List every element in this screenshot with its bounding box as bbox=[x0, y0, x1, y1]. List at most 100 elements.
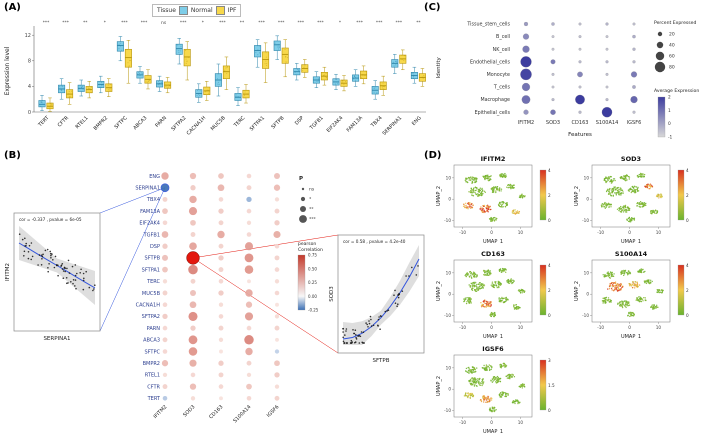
umap-point bbox=[625, 300, 628, 302]
umap-point bbox=[637, 270, 639, 273]
scatter-point bbox=[397, 296, 400, 299]
umap-point bbox=[634, 284, 636, 286]
jitter-point bbox=[244, 97, 246, 99]
umap-point bbox=[631, 218, 633, 220]
expression-dot bbox=[550, 59, 556, 65]
umap-point bbox=[484, 270, 486, 272]
umap-point bbox=[631, 281, 634, 283]
umap-point bbox=[632, 311, 634, 314]
umap-point bbox=[506, 377, 509, 379]
umap-point bbox=[492, 380, 494, 382]
connector-line-red bbox=[192, 234, 339, 259]
jitter-point bbox=[204, 93, 206, 95]
umap-point bbox=[485, 302, 487, 305]
umap-point bbox=[656, 304, 658, 306]
jitter-point bbox=[217, 78, 219, 80]
umap-point bbox=[650, 306, 652, 309]
matrix-row-label: CACNA1H bbox=[136, 303, 161, 309]
y-tick-label: -10 bbox=[444, 313, 451, 318]
umap-point bbox=[506, 280, 508, 282]
umap-point bbox=[471, 206, 473, 208]
umap-point bbox=[472, 190, 474, 192]
umap-colorbar-tick: 2 bbox=[686, 288, 689, 293]
correlation-dot bbox=[246, 173, 252, 179]
umap-point bbox=[610, 176, 612, 178]
correlation-dot bbox=[218, 384, 224, 389]
umap-point bbox=[475, 187, 478, 189]
umap-point bbox=[470, 205, 472, 207]
scatter-point bbox=[372, 324, 375, 327]
x-axis-title: Features bbox=[568, 132, 592, 138]
jitter-point bbox=[362, 74, 364, 76]
umap-point bbox=[470, 370, 473, 372]
umap-point bbox=[507, 280, 510, 282]
scatter-point bbox=[54, 255, 57, 258]
jitter-point bbox=[158, 80, 160, 82]
umap-point bbox=[655, 195, 658, 197]
umap-point bbox=[651, 213, 653, 215]
jitter-point bbox=[100, 86, 102, 88]
x-axis-title: UMAP_1 bbox=[483, 429, 503, 434]
umap-point bbox=[490, 305, 492, 307]
umap-point bbox=[622, 177, 625, 180]
umap-point bbox=[619, 305, 621, 307]
expression-dot bbox=[605, 85, 609, 89]
umap-point bbox=[636, 297, 639, 299]
umap-point bbox=[523, 195, 525, 198]
umap-point bbox=[615, 192, 617, 194]
umap-point bbox=[491, 367, 493, 369]
scatter-point bbox=[386, 310, 388, 312]
umap-point bbox=[521, 194, 523, 196]
jitter-point bbox=[208, 92, 210, 94]
gene-axis-label: SFTPB bbox=[270, 115, 286, 131]
umap-point bbox=[469, 176, 471, 179]
umap-point bbox=[625, 301, 628, 304]
umap-point bbox=[496, 382, 498, 384]
umap-point bbox=[651, 304, 653, 306]
scatter-point bbox=[30, 242, 33, 244]
scatter-point bbox=[394, 302, 397, 304]
significance-label: *** bbox=[43, 20, 50, 26]
umap-point bbox=[485, 208, 488, 210]
scatter-point bbox=[49, 250, 51, 253]
umap-point bbox=[502, 297, 505, 300]
scatter-point bbox=[378, 316, 380, 318]
umap-point bbox=[472, 204, 474, 207]
umap-point bbox=[628, 312, 630, 314]
umap-point bbox=[482, 211, 484, 213]
umap-point bbox=[612, 194, 614, 196]
umap-point bbox=[602, 274, 604, 276]
umap-point bbox=[607, 202, 610, 204]
jitter-point bbox=[316, 80, 318, 82]
correlation-dot bbox=[190, 290, 196, 296]
correlation-dot bbox=[219, 349, 223, 354]
umap-point bbox=[485, 306, 487, 308]
umap-colorbar bbox=[677, 264, 685, 316]
scatter-point bbox=[38, 254, 41, 256]
correlation-dot bbox=[189, 301, 197, 309]
correlation-dot bbox=[188, 347, 198, 356]
umap-point bbox=[485, 305, 487, 307]
umap-point bbox=[614, 287, 616, 289]
jitter-point bbox=[302, 65, 304, 67]
inset-x-axis-label: SFTPB bbox=[372, 358, 389, 364]
umap-point bbox=[479, 284, 482, 286]
umap-point bbox=[470, 383, 472, 386]
scatter-point bbox=[342, 340, 345, 343]
jitter-point bbox=[109, 89, 111, 91]
correlation-dot bbox=[274, 395, 280, 401]
umap-point bbox=[469, 178, 471, 180]
scatter-point bbox=[365, 322, 367, 324]
y-tick-label: 10 bbox=[446, 270, 452, 275]
jitter-point bbox=[374, 87, 376, 89]
umap-point bbox=[483, 209, 485, 211]
umap-point bbox=[660, 196, 662, 198]
jitter-point bbox=[128, 65, 130, 67]
correlation-dot bbox=[162, 220, 168, 226]
matrix-row-label: SFTPA1 bbox=[142, 267, 160, 273]
umap-colorbar bbox=[539, 264, 547, 316]
umap-point bbox=[512, 186, 514, 188]
jitter-point bbox=[168, 86, 170, 88]
identity-label: B_cell bbox=[496, 34, 510, 40]
jitter-point bbox=[61, 85, 63, 87]
